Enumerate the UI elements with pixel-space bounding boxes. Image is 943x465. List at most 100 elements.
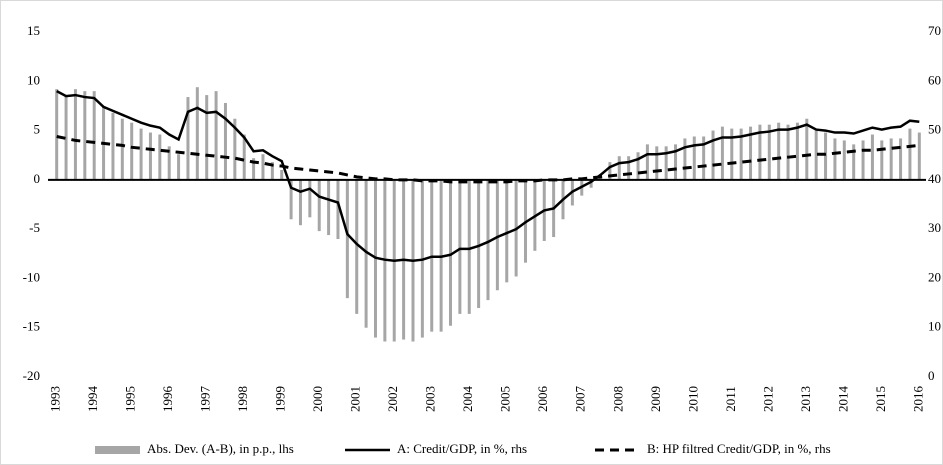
x-tick-label: 2007 xyxy=(573,386,588,413)
y-tick-label: 0 xyxy=(34,171,41,186)
y2-tick-label: 60 xyxy=(928,72,941,87)
bar xyxy=(805,118,809,180)
x-tick-label: 1998 xyxy=(235,386,250,412)
bar xyxy=(908,128,912,180)
bar xyxy=(824,132,828,180)
bar xyxy=(92,91,96,180)
bar xyxy=(842,140,846,180)
y-tick-label: -20 xyxy=(23,368,40,383)
bar xyxy=(308,179,312,218)
bar xyxy=(280,170,284,180)
bar xyxy=(627,156,631,180)
bar xyxy=(233,118,237,180)
bar xyxy=(167,146,171,180)
x-tick-label: 1996 xyxy=(160,386,175,413)
bar xyxy=(617,156,621,180)
y2-tick-label: 10 xyxy=(928,319,941,334)
bar xyxy=(852,144,856,180)
y2-tick-label: 70 xyxy=(928,23,941,38)
bar xyxy=(683,138,687,180)
x-tick-label: 1993 xyxy=(48,386,63,412)
bar xyxy=(55,89,59,180)
bar xyxy=(355,179,359,314)
bar xyxy=(195,87,199,180)
bar xyxy=(777,122,781,180)
y-tick-label: 15 xyxy=(27,23,40,38)
bar xyxy=(870,134,874,180)
bar xyxy=(861,140,865,180)
bar xyxy=(833,138,837,180)
bar xyxy=(655,146,659,180)
bar xyxy=(317,179,321,232)
x-tick-label: 1994 xyxy=(85,386,100,413)
bar xyxy=(505,179,509,283)
y-tick-label: 10 xyxy=(27,72,40,87)
x-tick-label: 2004 xyxy=(460,386,475,413)
x-tick-label: 2009 xyxy=(648,386,663,412)
x-tick-label: 1999 xyxy=(273,386,288,412)
legend-swatch xyxy=(95,446,140,454)
bar xyxy=(795,122,799,180)
x-tick-label: 2000 xyxy=(310,386,325,412)
x-tick-label: 2015 xyxy=(873,386,888,412)
bar xyxy=(64,95,68,180)
bar xyxy=(645,144,649,180)
x-tick-label: 2003 xyxy=(423,386,438,412)
bar xyxy=(720,126,724,180)
y2-tick-label: 40 xyxy=(928,171,941,186)
bar xyxy=(345,179,349,299)
y2-tick-label: 0 xyxy=(928,368,935,383)
x-tick-label: 2006 xyxy=(535,386,550,413)
bar xyxy=(749,126,753,180)
x-tick-label: 2011 xyxy=(723,386,738,412)
x-tick-label: 2005 xyxy=(498,386,513,412)
bar xyxy=(252,158,256,180)
bar xyxy=(205,95,209,180)
bar xyxy=(758,124,762,180)
bar xyxy=(889,138,893,180)
bar xyxy=(177,154,181,180)
x-tick-label: 1997 xyxy=(198,386,213,413)
y-tick-label: 5 xyxy=(34,122,41,137)
bar xyxy=(242,134,246,180)
line xyxy=(56,90,920,262)
bar xyxy=(364,179,368,328)
y2-tick-label: 30 xyxy=(928,220,941,235)
bar xyxy=(327,179,331,236)
bar xyxy=(486,179,490,301)
bar xyxy=(702,136,706,180)
bar xyxy=(270,162,274,180)
legend-label: A: Credit/GDP, in %, rhs xyxy=(397,441,527,456)
bar xyxy=(130,122,134,180)
x-tick-label: 2002 xyxy=(385,386,400,412)
y-tick-label: -5 xyxy=(29,220,40,235)
bar xyxy=(664,146,668,180)
bar xyxy=(767,124,771,180)
bar xyxy=(880,140,884,180)
bar xyxy=(692,136,696,180)
bar xyxy=(83,91,87,180)
bar xyxy=(336,179,340,239)
y2-tick-label: 20 xyxy=(928,269,941,284)
bar xyxy=(739,128,743,180)
x-tick-label: 2010 xyxy=(685,386,700,412)
bar xyxy=(458,179,462,314)
bar xyxy=(223,102,227,180)
y-tick-label: -15 xyxy=(23,319,40,334)
bar xyxy=(730,128,734,180)
legend-label: B: HP filtred Credit/GDP, in %, rhs xyxy=(647,441,831,456)
x-tick-label: 1995 xyxy=(123,386,138,412)
bar xyxy=(298,179,302,226)
x-tick-label: 2001 xyxy=(348,386,363,412)
bar xyxy=(73,89,77,180)
bar xyxy=(148,132,152,180)
x-tick-label: 2012 xyxy=(760,386,775,412)
bar xyxy=(608,162,612,180)
x-tick-label: 2013 xyxy=(798,386,813,412)
bar xyxy=(289,179,293,220)
y-tick-label: -10 xyxy=(23,269,40,284)
bar xyxy=(589,179,593,188)
bar xyxy=(786,124,790,180)
bar xyxy=(899,138,903,180)
